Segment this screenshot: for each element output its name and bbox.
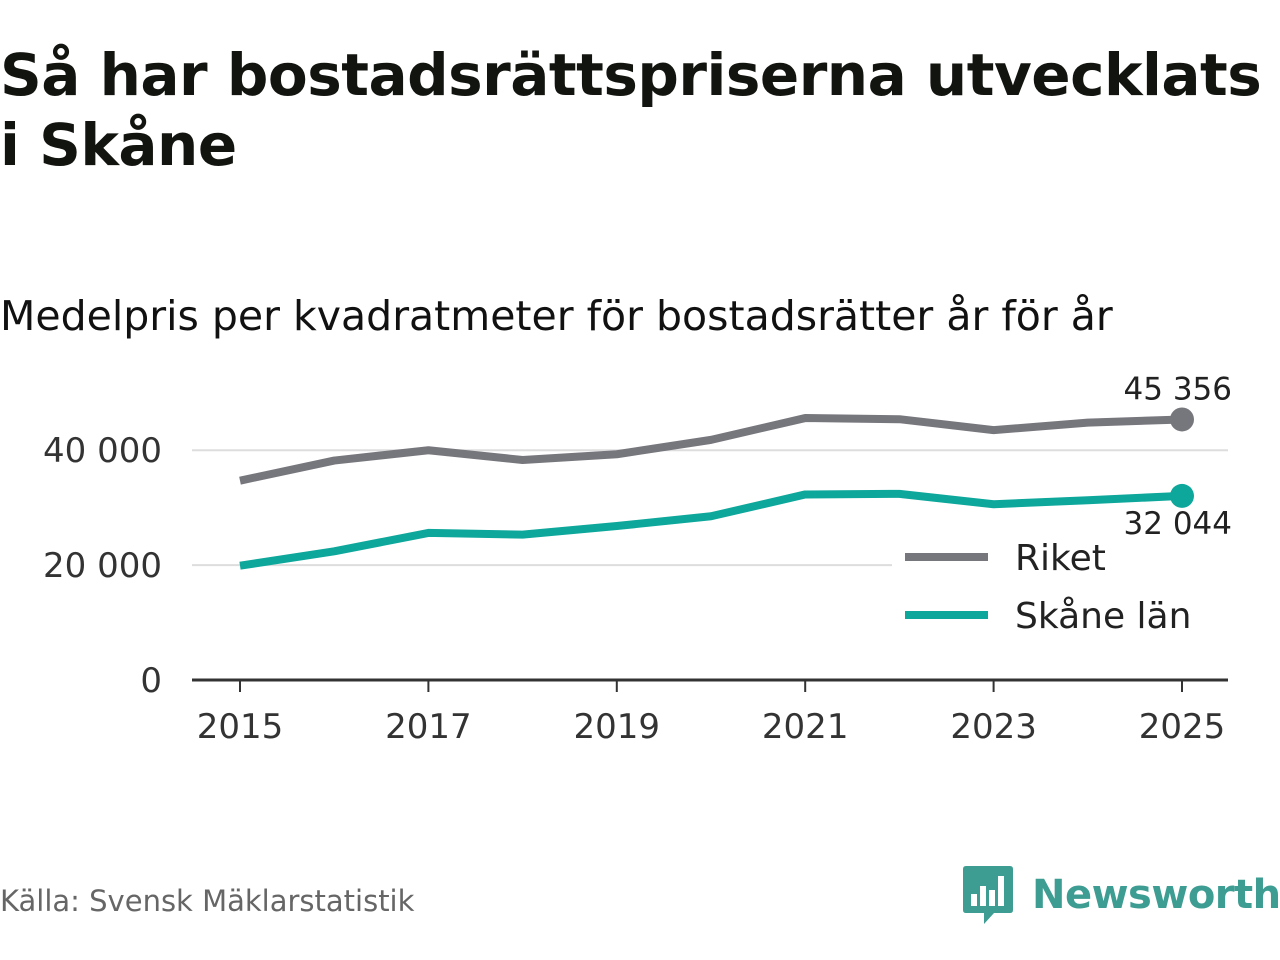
x-tick-label-2023: 2023 <box>950 707 1037 747</box>
legend-label-0: Riket <box>1015 538 1106 579</box>
end-point-1 <box>1170 483 1194 508</box>
end-label-1: 32 044 <box>1124 506 1232 542</box>
y-tick-label-20000: 20 000 <box>43 546 162 586</box>
series-line-1 <box>239 489 1183 570</box>
x-tick-label-2025: 2025 <box>1139 707 1226 747</box>
line-chart: 0 20 000 40 000 2015 2017 2019 2021 2023 2025 Rik… <box>43 371 1232 747</box>
x-tick-label-2015: 2015 <box>197 707 284 747</box>
y-tick-label-40000: 40 000 <box>43 431 162 471</box>
end-point-0 <box>1170 407 1194 432</box>
newsworthy-logo: Newsworthy <box>962 862 1280 928</box>
y-tick-label-0: 0 <box>140 661 162 701</box>
chart-title: Så har bostadsrättspriserna utvecklats i… <box>0 41 1262 179</box>
newsworthy-logo-icon <box>963 866 1013 924</box>
x-tick-label-2019: 2019 <box>574 707 661 747</box>
source-note: Källa: Svensk Mäklarstatistik <box>0 884 415 918</box>
x-tick-label-2021: 2021 <box>762 707 849 747</box>
x-tick-label-2017: 2017 <box>385 707 472 747</box>
newsworthy-logo-text: Newsworthy <box>1032 872 1280 918</box>
legend-background <box>892 532 1228 652</box>
legend-label-1: Skåne län <box>1015 596 1191 637</box>
series-line-0 <box>239 414 1183 485</box>
chart-subtitle: Medelpris per kvadratmeter för bostadsrä… <box>0 292 1113 340</box>
end-label-0: 45 356 <box>1124 371 1232 407</box>
